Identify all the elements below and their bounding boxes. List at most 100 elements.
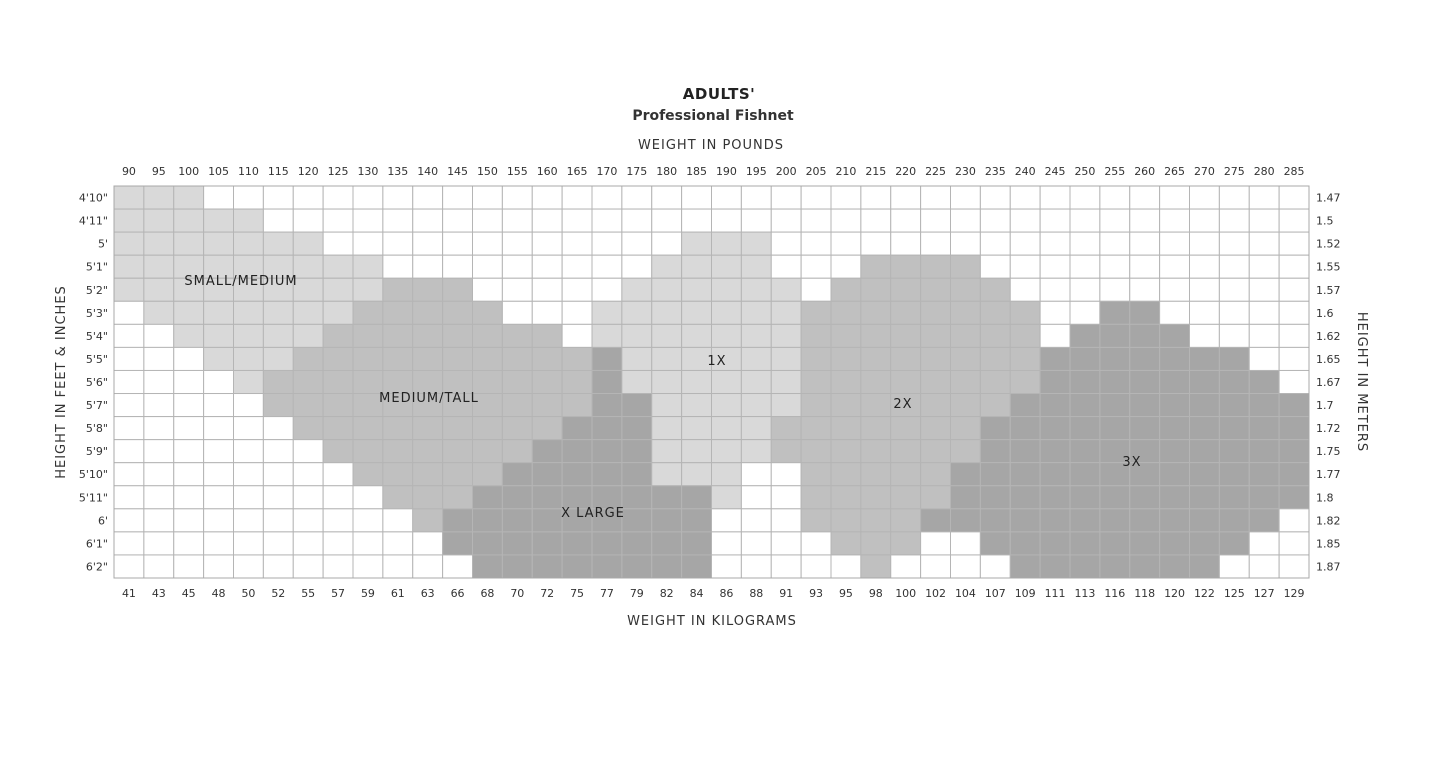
cell-empty (890, 185, 922, 210)
cell-empty (412, 254, 444, 279)
cell-empty (830, 554, 862, 579)
cell-empty (920, 554, 951, 579)
cell-empty (1129, 254, 1161, 279)
cell-medium-tall (322, 346, 354, 371)
x-bottom-tick-label: 118 (1134, 587, 1155, 600)
cell-3x (1278, 416, 1310, 441)
cell-empty (472, 277, 503, 302)
cell-empty (203, 439, 234, 464)
cell-empty (352, 554, 384, 579)
x-bottom-tick-label: 61 (391, 587, 405, 600)
cell-medium-tall (322, 369, 354, 395)
y-right-tick-label: 1.47 (1316, 192, 1341, 205)
cell-3x (1099, 300, 1131, 325)
cell-x-large (472, 531, 503, 556)
cell-small-medium (292, 300, 324, 325)
cell-small-medium (203, 323, 234, 348)
cell-empty (233, 416, 264, 441)
cell-medium-tall (382, 323, 414, 348)
x-top-tick-label: 180 (656, 165, 677, 178)
cell-empty (1069, 208, 1101, 233)
cell-3x (1278, 485, 1310, 510)
cell-3x (950, 508, 981, 533)
cell-empty (800, 554, 832, 579)
cell-empty (262, 462, 294, 487)
cell-3x (1069, 531, 1101, 556)
cell-empty (770, 531, 802, 556)
cell-3x (1129, 508, 1161, 533)
cell-2x (920, 277, 951, 302)
cell-3x (1129, 416, 1161, 441)
cell-empty (203, 508, 234, 533)
region-label-1x: 1X (707, 354, 726, 369)
cell-medium-tall (501, 416, 533, 441)
cell-empty (143, 346, 175, 371)
cell-small-medium (292, 231, 324, 256)
cell-x-large (501, 508, 533, 533)
cell-3x (1039, 393, 1071, 418)
cell-empty (740, 554, 772, 579)
cell-empty (830, 208, 862, 233)
y-right-tick-label: 1.57 (1316, 284, 1341, 297)
cell-empty (1248, 323, 1280, 348)
cell-3x (1009, 439, 1041, 464)
cell-1x (681, 277, 712, 302)
x-bottom-tick-label: 66 (451, 587, 465, 600)
cell-empty (1189, 254, 1220, 279)
cell-empty (233, 462, 264, 487)
cell-empty (322, 462, 354, 487)
cell-1x (651, 393, 683, 418)
cell-2x (830, 369, 862, 395)
y-right-tick-label: 1.8 (1316, 491, 1334, 504)
y-left-tick-label: 5' (98, 238, 108, 251)
cell-2x (979, 323, 1011, 348)
x-bottom-tick-label: 91 (779, 587, 793, 600)
cell-3x (1218, 485, 1250, 510)
cell-2x (830, 531, 862, 556)
cell-empty (920, 185, 951, 210)
cell-empty (501, 208, 533, 233)
cell-medium-tall (292, 416, 324, 441)
cell-medium-tall (262, 393, 294, 418)
cell-1x (770, 277, 802, 302)
cell-medium-tall (531, 369, 563, 395)
cell-small-medium (233, 346, 264, 371)
cell-small-medium (143, 231, 175, 256)
x-top-tick-label: 190 (716, 165, 737, 178)
cell-medium-tall (412, 277, 444, 302)
cell-empty (1218, 323, 1250, 348)
cell-small-medium (262, 300, 294, 325)
cell-3x (1159, 485, 1190, 510)
cell-1x (740, 254, 772, 279)
cell-empty (352, 485, 384, 510)
x-top-tick-label: 185 (686, 165, 707, 178)
cell-medium-tall (531, 416, 563, 441)
cell-empty (591, 254, 623, 279)
y-left-tick-label: 5'8" (86, 422, 108, 435)
cell-medium-tall (412, 508, 444, 533)
cell-medium-tall (352, 323, 384, 348)
cell-3x (979, 439, 1011, 464)
cell-empty (1278, 531, 1310, 556)
cell-1x (711, 393, 742, 418)
cell-1x (711, 323, 742, 348)
cell-small-medium (173, 300, 205, 325)
cell-empty (173, 531, 205, 556)
cell-empty (412, 531, 444, 556)
cell-empty (770, 462, 802, 487)
cell-empty (651, 231, 683, 256)
y-left-tick-label: 6' (98, 514, 108, 527)
cell-empty (770, 508, 802, 533)
x-bottom-tick-label: 116 (1104, 587, 1125, 600)
x-bottom-tick-label: 100 (895, 587, 916, 600)
cell-empty (262, 485, 294, 510)
cell-empty (561, 254, 593, 279)
x-bottom-tick-label: 70 (510, 587, 524, 600)
cell-1x (651, 277, 683, 302)
x-top-tick-label: 125 (328, 165, 349, 178)
cell-1x (651, 254, 683, 279)
cell-3x (1099, 485, 1131, 510)
x-bottom-tick-label: 41 (122, 587, 136, 600)
y-right-tick-label: 1.55 (1316, 261, 1341, 274)
cell-2x (860, 393, 892, 418)
